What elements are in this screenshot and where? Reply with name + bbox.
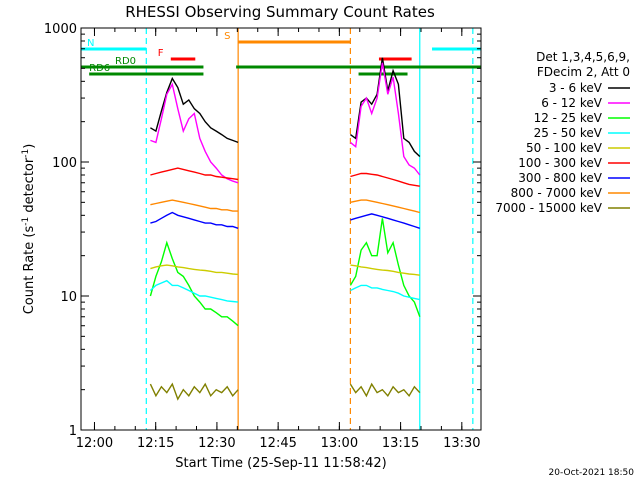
flag-label-RD0: RD0 [115,56,136,67]
series-line-0-b [349,57,421,158]
legend-label-5: 100 - 300 keV [518,156,602,170]
flag-label-F: F [158,48,164,59]
series-line-4-a [150,264,239,276]
legend-label-6: 300 - 800 keV [518,171,602,185]
plot-frame [80,27,482,431]
x-axis: 12:00 12:15 12:30 12:45 13:00 13:15 13:30 [76,28,481,451]
series-line-3-a [149,279,239,303]
y-tick-label-10: 10 [60,290,77,305]
series-line-8-b [349,382,421,398]
x-tick-label-12:00: 12:00 [76,436,113,451]
series-line-5-a [150,167,239,181]
y-tick-label-1000: 1000 [44,22,77,37]
y-tick-label-100: 100 [52,156,77,171]
x-tick-label-12:45: 12:45 [259,436,296,451]
x-tick-label-12:15: 12:15 [137,436,174,451]
legend-header-line-2: FDecim 2, Att 0 [537,65,630,79]
series-line-4-b [350,264,420,276]
series-line-2-b [349,218,421,318]
x-axis-label: Start Time (25-Sep-11 11:58:42) [175,456,386,471]
legend-label-8: 7000 - 15000 keV [495,201,602,215]
legend-label-2: 12 - 25 keV [534,111,603,125]
flag-label-RD6: RD6 [89,63,110,74]
legend-label-0: 3 - 6 keV [549,81,603,95]
y-tick-label-1: 1 [69,424,77,439]
series-line-7-b [350,199,420,214]
x-tick-label-13:15: 13:15 [382,436,419,451]
plot-area: S N F RD0 RD6 [81,28,481,430]
y-axis-label: Count Rate (s-1 detector-1) [21,144,37,315]
legend: Det 1,3,4,5,6,9, FDecim 2, Att 0 3 - 6 k… [495,50,630,215]
chart-title: RHESSI Observing Summary Count Rates [125,3,435,21]
series-line-5-b [350,172,420,187]
series-line-1-b [349,62,421,176]
series-line-6-b [350,213,421,229]
legend-label-3: 25 - 50 keV [534,126,603,140]
legend-label-4: 50 - 100 keV [526,141,603,155]
y-axis: 1 10 100 1000 [44,22,481,439]
series-line-6-a [150,211,239,229]
legend-label-7: 800 - 7000 keV [511,186,603,200]
series-line-8-a [149,382,239,401]
x-tick-label-12:30: 12:30 [198,436,235,451]
series-line-7-a [150,199,239,212]
series-line-1-a [150,82,239,184]
series-line-2-a [149,240,239,327]
footer-date: 20-Oct-2021 18:50 [549,468,635,478]
flag-label-S: S [224,31,230,42]
series-line-3-b [350,284,420,301]
flag-label-N: N [87,38,94,49]
x-tick-label-13:30: 13:30 [443,436,480,451]
legend-label-1: 6 - 12 keV [541,96,603,110]
series-line-0-a [150,76,239,144]
legend-header-line-1: Det 1,3,4,5,6,9, [536,50,630,64]
x-tick-label-13:00: 13:00 [321,436,358,451]
